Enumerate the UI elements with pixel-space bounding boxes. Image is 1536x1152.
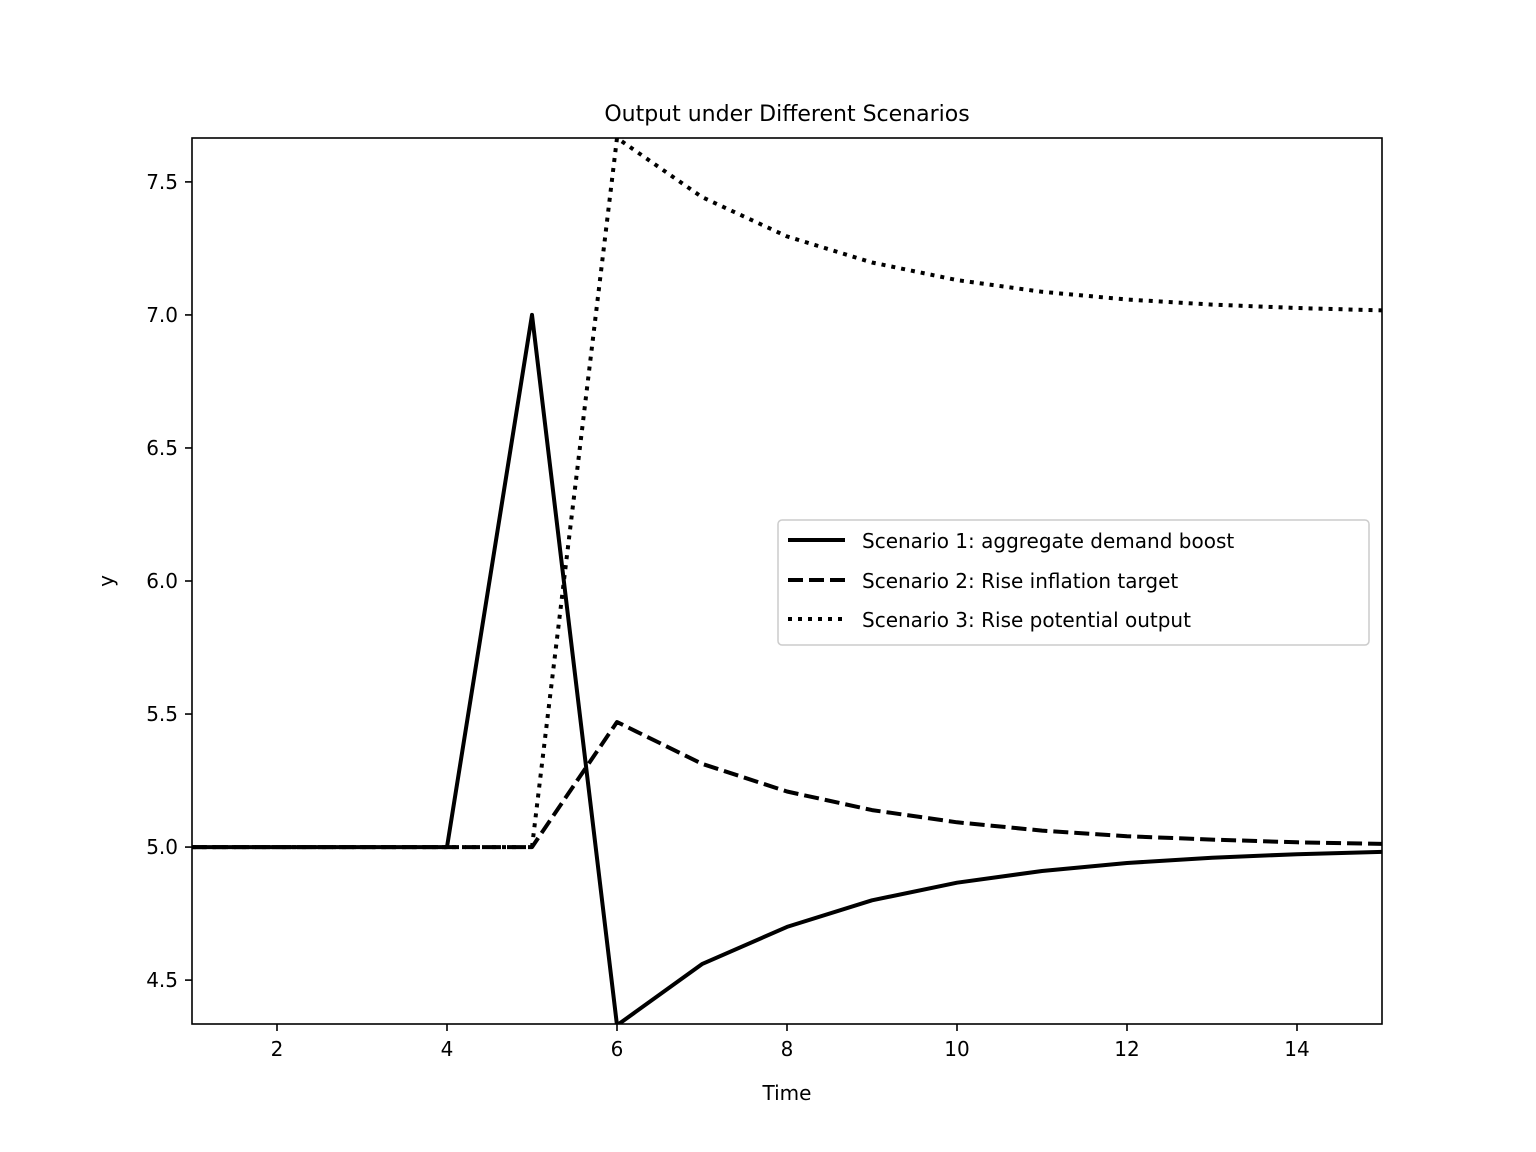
- legend-label: Scenario 2: Rise inflation target: [862, 569, 1178, 593]
- y-tick-label: 6.0: [146, 569, 178, 593]
- y-tick-label: 7.5: [146, 170, 178, 194]
- x-tick-label: 12: [1114, 1037, 1139, 1061]
- x-tick-label: 2: [271, 1037, 284, 1061]
- x-tick-label: 10: [944, 1037, 969, 1061]
- y-axis-label: y: [94, 575, 118, 587]
- series-line-dashed: [192, 720, 1382, 850]
- x-tick-label: 4: [441, 1037, 454, 1061]
- legend-label: Scenario 3: Rise potential output: [862, 608, 1191, 632]
- series-layer: [192, 138, 1382, 1024]
- y-tick-label: 5.0: [146, 835, 178, 859]
- chart-title: Output under Different Scenarios: [604, 102, 969, 127]
- x-axis-ticks: 2 4 6 8 10 12 14: [271, 1024, 1310, 1061]
- y-axis-ticks: 4.5 5.0 5.5 6.0 6.5 7.0 7.5: [146, 170, 192, 992]
- legend-label: Scenario 1: aggregate demand boost: [862, 529, 1234, 553]
- y-tick-label: 6.5: [146, 436, 178, 460]
- y-tick-label: 5.5: [146, 702, 178, 726]
- x-tick-label: 6: [611, 1037, 624, 1061]
- x-tick-label: 8: [781, 1037, 794, 1061]
- legend-box: [777, 519, 1370, 646]
- legend: Scenario 1: aggregate demand boost Scena…: [777, 519, 1370, 646]
- y-tick-label: 7.0: [146, 303, 178, 327]
- x-tick-label: 14: [1284, 1037, 1309, 1061]
- series-line-dotted: [192, 138, 1382, 850]
- y-tick-label: 4.5: [146, 968, 178, 992]
- x-axis-label: Time: [762, 1081, 812, 1105]
